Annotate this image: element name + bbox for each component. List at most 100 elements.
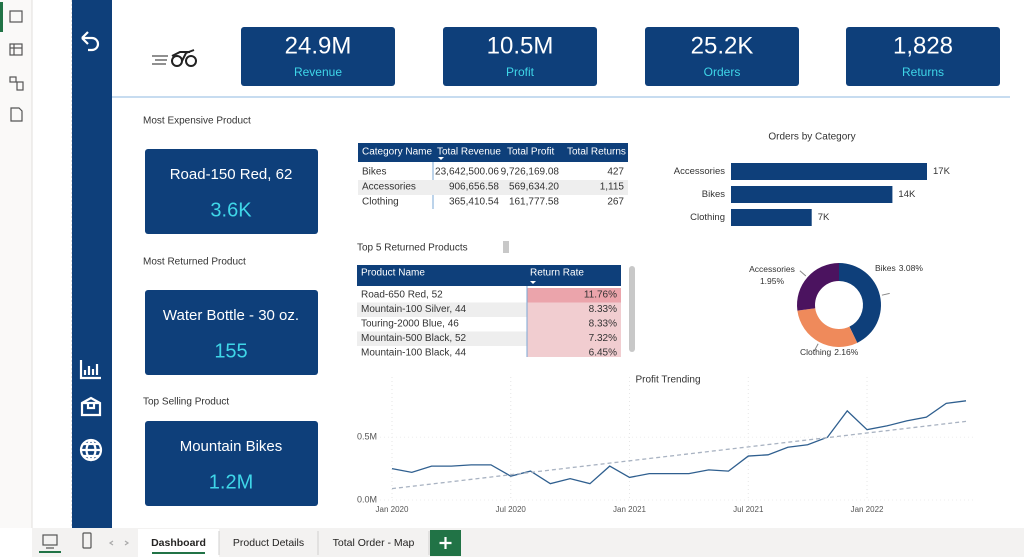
- bar: [731, 186, 893, 203]
- table-title: Top 5 Returned Products: [357, 243, 468, 254]
- card-name: Mountain Bikes: [180, 438, 283, 455]
- bar: [731, 163, 927, 180]
- box-nav-icon[interactable]: [80, 396, 102, 417]
- table-cell: 8.33%: [589, 319, 617, 330]
- card-title: Most Returned Product: [143, 257, 246, 268]
- x-tick-label: Jan 2021: [613, 505, 646, 514]
- category-label: Bikes: [702, 189, 725, 200]
- leader-line: [813, 343, 819, 352]
- donut-slice: [797, 308, 858, 347]
- layout-icons: [42, 532, 130, 549]
- tab-label: Dashboard: [151, 537, 206, 549]
- sort-indicator: [438, 157, 444, 160]
- rate-cell: [527, 302, 621, 317]
- kpi-value: 1,828: [893, 32, 953, 59]
- rate-cell: [527, 346, 621, 357]
- table-cell: Accessories: [362, 182, 416, 193]
- tab-scroll-arrows[interactable]: [108, 540, 130, 546]
- table-header: [357, 265, 621, 286]
- slice-label: Clothing 2.16%: [800, 347, 859, 357]
- kpi-label: Orders: [704, 65, 741, 79]
- table-header-cell: Category Name: [362, 147, 432, 158]
- chart-nav-icon[interactable]: [79, 360, 101, 380]
- returns-rows: Road-650 Red, 52 11.76% Mountain-100 Silve…: [357, 288, 621, 359]
- kpi-tile: [443, 27, 597, 86]
- table-header: [358, 143, 628, 162]
- model-view-icon[interactable]: [9, 76, 17, 83]
- kpi-value: 10.5M: [487, 32, 554, 59]
- table-cell: 11.76%: [584, 290, 617, 301]
- nav-icons: [79, 31, 103, 462]
- back-icon[interactable]: [81, 31, 100, 52]
- tab-label: Total Order - Map: [333, 537, 415, 549]
- donut-slice: [797, 263, 839, 311]
- table-cell: 365,410.54: [449, 197, 499, 208]
- table-cell: 906,656.58: [449, 182, 499, 193]
- card-value: 1.2M: [209, 471, 253, 493]
- data-view-icon[interactable]: [9, 43, 23, 56]
- sort-indicator: [530, 281, 536, 284]
- tab-label: Product Details: [233, 537, 304, 549]
- table-cell: 267: [607, 197, 624, 208]
- trend-line: [391, 420, 967, 490]
- card-name: Road-150 Red, 62: [170, 166, 293, 183]
- table-cell: Mountain-100 Black, 44: [361, 348, 467, 359]
- rate-cell: [527, 317, 621, 332]
- table-cell: Mountain-100 Silver, 44: [361, 304, 467, 315]
- card-name: Water Bottle - 30 oz.: [163, 307, 299, 324]
- slice-category: Clothing: [800, 347, 831, 357]
- table-cell: 427: [607, 167, 624, 178]
- card: [145, 149, 318, 234]
- data-label: 17K: [933, 166, 951, 177]
- kpi-label: Revenue: [294, 65, 342, 79]
- leader-line: [799, 270, 807, 277]
- data-label: 14K: [898, 189, 916, 200]
- x-tick-label: Jul 2020: [496, 505, 527, 514]
- table-cell: 569,634.20: [509, 182, 559, 193]
- desktop-layout-icon[interactable]: [42, 534, 58, 546]
- table-cell: Bikes: [362, 167, 386, 178]
- report-view-icon[interactable]: [9, 10, 23, 23]
- kpi-value: 24.9M: [285, 32, 352, 59]
- kpi-label: Profit: [506, 65, 535, 79]
- table-cell: Mountain-500 Black, 52: [361, 333, 467, 344]
- table-cell: 1,115: [600, 182, 625, 193]
- x-tick-label: Jan 2022: [851, 505, 884, 514]
- table-row-band: [357, 331, 527, 346]
- kpi-tile: [241, 27, 395, 86]
- chart-title: Orders by Category: [768, 132, 855, 143]
- card-value: 155: [214, 340, 247, 362]
- category-label: Clothing: [690, 212, 725, 223]
- table-header-cell: Total Revenue: [437, 147, 501, 158]
- table-cell: Clothing: [362, 197, 399, 208]
- donut-slice: [839, 263, 881, 343]
- leader-line: [881, 292, 890, 296]
- kpi-tile: [846, 27, 1000, 86]
- kpi-label: Returns: [902, 65, 944, 79]
- x-tick-label: Jan 2020: [376, 505, 409, 514]
- view-switcher: [0, 0, 32, 528]
- rate-cell: [527, 288, 621, 303]
- table-header-cell: Total Profit: [507, 147, 554, 158]
- table-cell: 23,642,500.06: [435, 167, 499, 178]
- x-tick-label: Jul 2021: [733, 505, 764, 514]
- scroll-handle: [503, 241, 509, 253]
- table-cell: 161,777.58: [509, 197, 559, 208]
- scrollbar: [629, 266, 635, 352]
- bar: [731, 209, 812, 226]
- view-icons: [9, 10, 24, 122]
- table-cell: 8.33%: [589, 304, 617, 315]
- card: [145, 421, 318, 506]
- table-cell: 6.45%: [589, 348, 617, 359]
- table-cell: 9,726,169.08: [501, 167, 560, 178]
- table-cell: Touring-2000 Blue, 46: [361, 319, 459, 330]
- table-row-band: [357, 302, 527, 317]
- mobile-layout-icon[interactable]: [82, 532, 92, 549]
- active-view-indicator: [0, 2, 3, 32]
- card-title: Most Expensive Product: [143, 116, 251, 127]
- y-tick-label: 0.0M: [357, 494, 377, 504]
- kpi-value: 25.2K: [691, 32, 754, 59]
- dax-view-icon[interactable]: [10, 107, 23, 122]
